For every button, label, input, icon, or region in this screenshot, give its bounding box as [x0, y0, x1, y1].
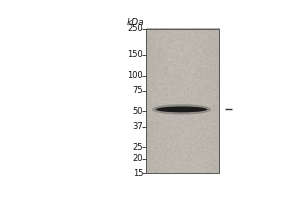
Text: 25: 25 [133, 143, 143, 152]
Text: 250: 250 [128, 24, 143, 33]
Text: 50: 50 [133, 107, 143, 116]
Text: 15: 15 [133, 169, 143, 178]
Text: kDa: kDa [127, 18, 145, 27]
Text: 37: 37 [133, 122, 143, 131]
Bar [146, 29, 219, 173]
Text: 20: 20 [133, 154, 143, 163]
Ellipse shape [152, 104, 211, 115]
Ellipse shape [156, 106, 207, 112]
Text: 100: 100 [128, 71, 143, 80]
Text: 150: 150 [128, 50, 143, 59]
Text: 75: 75 [133, 86, 143, 95]
